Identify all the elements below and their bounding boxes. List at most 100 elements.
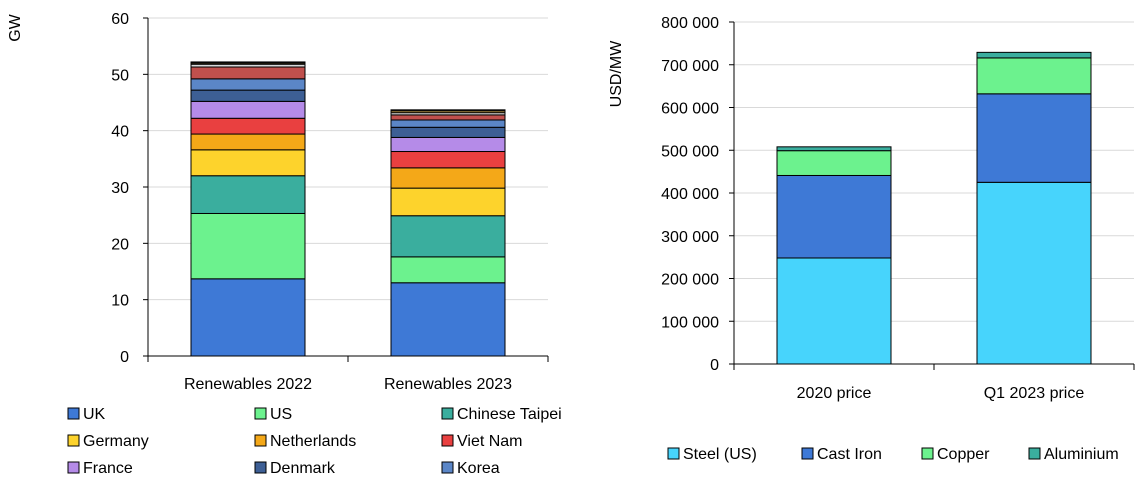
legend-item-chinese-taipei: Chinese Taipei bbox=[441, 406, 562, 423]
legend-swatch bbox=[801, 447, 814, 460]
bar-segment-france-renewables-2022 bbox=[190, 100, 306, 119]
bar-segment-cast-iron-q1-2023-price bbox=[976, 93, 1092, 183]
bar-segment-other-renewables-2023 bbox=[390, 114, 506, 121]
bar-segment-us-renewables-2023 bbox=[390, 256, 506, 284]
y-tick-label: 400 000 bbox=[661, 186, 719, 203]
legend-item-france: France bbox=[67, 460, 133, 477]
bar-segment-korea-renewables-2023 bbox=[390, 119, 506, 128]
bar-segment-cast-iron-2020-price bbox=[776, 174, 892, 259]
y-tick-label: 20 bbox=[111, 236, 129, 253]
legend-label: Chinese Taipei bbox=[457, 406, 562, 423]
legend: Steel (US) Cast Iron Copper Aluminium bbox=[667, 446, 1119, 463]
legend-item-steel-us: Steel (US) bbox=[667, 446, 757, 463]
y-tick-label: 30 bbox=[111, 180, 129, 197]
legend-label: UK bbox=[83, 406, 106, 423]
bar-segment-netherlands-renewables-2023 bbox=[390, 167, 506, 189]
x-tick-label: 2020 price bbox=[797, 385, 872, 402]
bar-segment-denmark-renewables-2022 bbox=[190, 89, 306, 102]
legend-item-germany: Germany bbox=[67, 433, 149, 450]
legend-item-uk: UK bbox=[67, 406, 106, 423]
legend-item-copper: Copper bbox=[921, 446, 990, 463]
legend-label: Copper bbox=[937, 446, 990, 463]
y-tick-label: 200 000 bbox=[661, 272, 719, 289]
bar-segment-steel-us-2020-price bbox=[776, 257, 892, 365]
y-tick-label: 800 000 bbox=[661, 15, 719, 32]
y-tick-label: 300 000 bbox=[661, 229, 719, 246]
bar-segment-germany-renewables-2023 bbox=[390, 187, 506, 217]
y-tick-label: 600 000 bbox=[661, 101, 719, 118]
legend-swatch bbox=[921, 447, 934, 460]
usd-per-mw-stacked-bar-chart: 0 100 000 200 000 300 000 400 000 500 000 600 … bbox=[608, 15, 1135, 463]
legend-label: Viet Nam bbox=[457, 433, 523, 450]
legend-label: Netherlands bbox=[270, 433, 356, 450]
bar-segment-netherlands-renewables-2022 bbox=[190, 133, 306, 151]
legend-item-aluminium: Aluminium bbox=[1028, 446, 1119, 463]
bar-segment-copper-2020-price bbox=[776, 150, 892, 176]
bars bbox=[776, 51, 1092, 365]
bar-segment-viet-nam-renewables-2023 bbox=[390, 151, 506, 169]
bar-segment-copper-q1-2023-price bbox=[976, 57, 1092, 95]
legend-item-cast-iron: Cast Iron bbox=[801, 446, 882, 463]
y-tick-label: 10 bbox=[111, 293, 129, 310]
bar-segment-uk-renewables-2023 bbox=[390, 282, 506, 357]
legend-item-us: US bbox=[254, 406, 292, 423]
axes: 0 10 20 30 40 50 60 Renewables 2022 Renewables 2… bbox=[111, 11, 549, 393]
legend-label: Steel (US) bbox=[683, 446, 757, 463]
legend-item-viet-nam: Viet Nam bbox=[441, 433, 523, 450]
legend-swatch bbox=[67, 461, 80, 474]
bar-segment-aluminium-q1-2023-price bbox=[976, 51, 1092, 59]
legend-label: France bbox=[83, 460, 133, 477]
bar-segment-denmark-renewables-2023 bbox=[390, 126, 506, 138]
legend-item-denmark: Denmark bbox=[254, 460, 336, 477]
gw-stacked-bar-chart: 0 10 20 30 40 50 60 Renewables 2022 Renewables 2… bbox=[7, 11, 562, 477]
y-axis-label: USD/MW bbox=[608, 40, 625, 108]
bar-segment-germany-renewables-2022 bbox=[190, 149, 306, 177]
legend-label: US bbox=[270, 406, 292, 423]
bars bbox=[190, 61, 506, 357]
legend-swatch bbox=[441, 434, 454, 447]
bar-segment-aluminium-2020-price bbox=[776, 146, 892, 152]
bar-segment-korea-renewables-2022 bbox=[190, 78, 306, 91]
legend-swatch bbox=[254, 461, 267, 474]
legend: UK US Chinese Taipei Germany Netherlands Viet… bbox=[67, 406, 562, 477]
y-tick-label: 0 bbox=[120, 349, 129, 366]
bar-segment-uk-renewables-2022 bbox=[190, 278, 306, 357]
bar-segment-other-renewables-2023 bbox=[390, 109, 506, 112]
legend-swatch bbox=[441, 461, 454, 474]
axes: 0 100 000 200 000 300 000 400 000 500 000 600 … bbox=[661, 15, 1135, 402]
legend-label: Germany bbox=[83, 433, 149, 450]
legend-swatch bbox=[667, 447, 680, 460]
legend-item-korea: Korea bbox=[441, 460, 500, 477]
x-tick-label: Renewables 2022 bbox=[184, 376, 312, 393]
y-tick-label: 50 bbox=[111, 67, 129, 84]
y-axis-label: GW bbox=[7, 13, 24, 41]
bar-segment-other-renewables-2022 bbox=[190, 66, 306, 80]
legend-label: Denmark bbox=[270, 460, 336, 477]
legend-swatch bbox=[1028, 447, 1041, 460]
legend-swatch bbox=[254, 434, 267, 447]
bar-segment-viet-nam-renewables-2022 bbox=[190, 117, 306, 135]
x-tick-label: Q1 2023 price bbox=[984, 385, 1085, 402]
y-tick-label: 100 000 bbox=[661, 314, 719, 331]
legend-label: Aluminium bbox=[1044, 446, 1119, 463]
legend-label: Cast Iron bbox=[817, 446, 882, 463]
bar-segment-other-renewables-2022 bbox=[190, 61, 306, 64]
x-tick-label: Renewables 2023 bbox=[384, 376, 512, 393]
bar-segment-us-renewables-2022 bbox=[190, 212, 306, 280]
bar-segment-chinese-taipei-renewables-2023 bbox=[390, 215, 506, 258]
legend-item-netherlands: Netherlands bbox=[254, 433, 356, 450]
legend-swatch bbox=[254, 407, 267, 420]
legend-label: Korea bbox=[457, 460, 500, 477]
legend-swatch bbox=[441, 407, 454, 420]
y-tick-label: 0 bbox=[710, 357, 719, 374]
bar-segment-chinese-taipei-renewables-2022 bbox=[190, 175, 306, 214]
bar-segment-france-renewables-2023 bbox=[390, 136, 506, 153]
bar-segment-steel-us-q1-2023-price bbox=[976, 181, 1092, 365]
y-tick-label: 60 bbox=[111, 11, 129, 28]
y-tick-label: 500 000 bbox=[661, 143, 719, 160]
y-tick-label: 700 000 bbox=[661, 58, 719, 75]
legend-swatch bbox=[67, 434, 80, 447]
y-tick-label: 40 bbox=[111, 124, 129, 141]
legend-swatch bbox=[67, 407, 80, 420]
